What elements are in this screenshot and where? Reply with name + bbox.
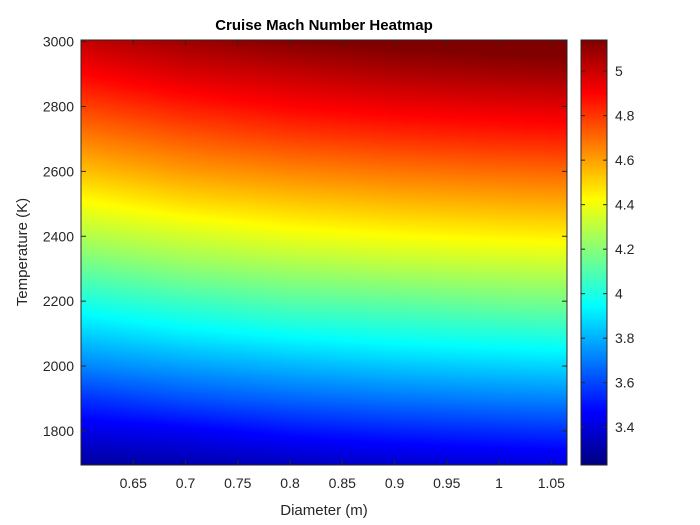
colorbar-tick-label: 3.6 xyxy=(615,375,635,391)
y-tick-label: 3000 xyxy=(43,34,74,50)
colorbar-tick-label: 4.8 xyxy=(615,108,635,124)
colorbar: 3.4 3.6 3.8 4 4.2 4.4 4.6 4.8 5 xyxy=(580,39,635,466)
x-tick-label: 1.05 xyxy=(538,475,565,491)
colorbar-tick-label: 5 xyxy=(615,63,623,79)
y-tick-label: 2200 xyxy=(43,293,74,309)
x-tick-label: 0.95 xyxy=(433,475,460,491)
colorbar-gradient xyxy=(581,40,607,465)
y-axis-label: Temperature (K) xyxy=(14,198,31,306)
x-tick-label: 0.9 xyxy=(385,475,405,491)
chart-title: Cruise Mach Number Heatmap xyxy=(215,17,433,34)
x-tick-label: 0.85 xyxy=(329,475,356,491)
y-tick-label: 1800 xyxy=(43,423,74,439)
plot-area xyxy=(80,39,568,466)
colorbar-tick-label: 3.8 xyxy=(615,330,635,346)
plot-frame xyxy=(80,39,568,466)
colorbar-tick-label: 4.4 xyxy=(615,197,635,213)
x-tick-label: 0.65 xyxy=(120,475,147,491)
y-tick-label: 2600 xyxy=(43,163,74,179)
colorbar-ticks: 3.4 3.6 3.8 4 4.2 4.4 4.6 4.8 5 xyxy=(581,63,635,435)
x-tick-label: 0.8 xyxy=(280,475,300,491)
y-tick-label: 2000 xyxy=(43,358,74,374)
heatmap-image xyxy=(81,40,567,465)
x-axis-label: Diameter (m) xyxy=(280,502,368,519)
x-tick-label: 0.7 xyxy=(176,475,196,491)
colorbar-tick-label: 4.2 xyxy=(615,241,635,257)
x-axis-ticks: 0.65 0.7 0.75 0.8 0.85 0.9 0.95 1 1.05 xyxy=(120,40,565,491)
colorbar-tick-label: 4 xyxy=(615,286,623,302)
y-axis-ticks: 1800 2000 2200 2400 2600 2800 3000 xyxy=(43,34,567,439)
x-tick-label: 1 xyxy=(495,475,503,491)
colorbar-tick-label: 3.4 xyxy=(615,419,635,435)
y-tick-label: 2400 xyxy=(43,228,74,244)
colorbar-frame xyxy=(580,39,608,466)
y-tick-label: 2800 xyxy=(43,99,74,115)
colorbar-tick-label: 4.6 xyxy=(615,152,635,168)
x-tick-label: 0.75 xyxy=(224,475,251,491)
